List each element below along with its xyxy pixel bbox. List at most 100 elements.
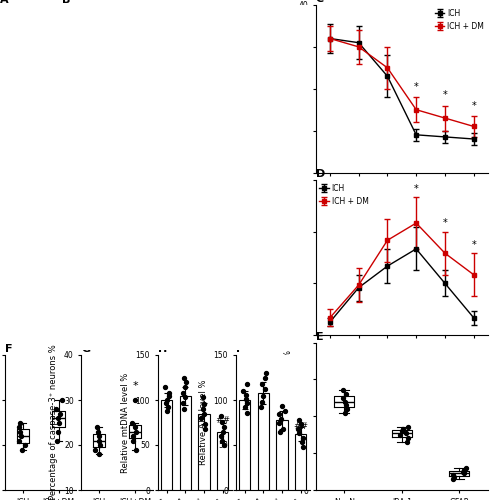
Point [218, 418, 226, 426]
Point [16, 418, 24, 426]
Point [95, 450, 103, 458]
Point [52, 405, 60, 413]
Point [91, 446, 99, 454]
Point [340, 386, 348, 394]
Point [198, 414, 206, 422]
Point [54, 428, 62, 436]
X-axis label: Time after ICH: Time after ICH [372, 194, 432, 203]
Text: ##: ## [215, 416, 230, 425]
Point [219, 428, 227, 436]
Point [449, 471, 457, 479]
Point [279, 425, 286, 433]
Point [261, 385, 269, 393]
Point [96, 441, 104, 449]
Point [256, 403, 264, 411]
Point [163, 407, 171, 415]
Point [462, 464, 470, 472]
Point [15, 436, 23, 444]
Point [297, 420, 305, 428]
Bar [258, 393, 269, 490]
Point [343, 405, 351, 413]
Point [298, 438, 306, 446]
Point [295, 416, 303, 424]
Text: H: H [158, 344, 167, 354]
Text: *: * [414, 82, 419, 92]
Bar [295, 434, 306, 490]
Point [129, 432, 137, 440]
Point [179, 389, 187, 397]
Point [459, 468, 467, 475]
Point [162, 398, 170, 406]
Point [199, 405, 207, 413]
Point [299, 434, 307, 442]
Point [16, 428, 24, 436]
Point [163, 396, 171, 404]
Point [180, 405, 188, 413]
Point [402, 429, 410, 437]
Point [339, 394, 347, 402]
Y-axis label: Brain edema %: Brain edema % [284, 225, 293, 290]
Text: I: I [236, 344, 240, 354]
Point [94, 428, 102, 436]
Point [278, 402, 285, 410]
Point [131, 423, 139, 431]
Point [220, 423, 228, 431]
Point [258, 380, 266, 388]
Bar [199, 414, 210, 490]
Y-axis label: Relative ATP level %: Relative ATP level % [199, 380, 208, 465]
Point [262, 369, 270, 377]
Point [200, 400, 208, 407]
Y-axis label: Relative mtDNA level %: Relative mtDNA level % [121, 372, 130, 472]
Point [53, 436, 61, 444]
Point [341, 408, 349, 416]
Point [243, 408, 251, 416]
Point [276, 410, 283, 418]
Point [450, 473, 458, 481]
Point [450, 475, 458, 483]
Text: *: * [132, 381, 138, 391]
Text: E: E [316, 332, 323, 342]
X-axis label: Time after ICH: Time after ICH [372, 357, 432, 366]
Point [218, 436, 226, 444]
Point [18, 446, 26, 454]
Point [241, 403, 249, 411]
Point [181, 382, 189, 390]
Y-axis label: Hematoma volume (mm³): Hematoma volume (mm³) [283, 34, 292, 144]
Y-axis label: Percentage of caspase-3⁺ neurons %: Percentage of caspase-3⁺ neurons % [49, 344, 58, 500]
Point [161, 382, 169, 390]
Point [217, 412, 225, 420]
Point [95, 432, 103, 440]
Point [201, 420, 209, 428]
Point [244, 398, 251, 406]
Point [295, 430, 303, 438]
Text: C: C [316, 0, 323, 4]
Point [55, 418, 63, 426]
Point [15, 423, 23, 431]
Text: D: D [316, 169, 325, 179]
Point [220, 441, 228, 449]
Bar [161, 400, 173, 490]
Point [129, 436, 137, 444]
Point [182, 378, 190, 386]
Legend: ICH, ICH + DM: ICH, ICH + DM [319, 184, 368, 206]
Point [261, 374, 269, 382]
Point [460, 470, 468, 478]
Point [242, 390, 249, 398]
Point [181, 394, 189, 402]
Point [278, 415, 285, 423]
Text: B: B [62, 0, 70, 5]
Point [275, 420, 283, 428]
Point [294, 425, 302, 433]
Y-axis label: Percentage of apoptotic cells %: Percentage of apoptotic cells % [283, 350, 292, 483]
Text: *: * [443, 218, 447, 228]
Point [239, 387, 247, 395]
Point [281, 407, 288, 415]
Point [199, 394, 207, 402]
Point [396, 430, 404, 438]
Text: *: * [414, 184, 419, 194]
Point [201, 410, 209, 418]
Point [165, 389, 173, 397]
Point [17, 432, 25, 440]
Point [398, 427, 406, 435]
Point [259, 392, 267, 400]
